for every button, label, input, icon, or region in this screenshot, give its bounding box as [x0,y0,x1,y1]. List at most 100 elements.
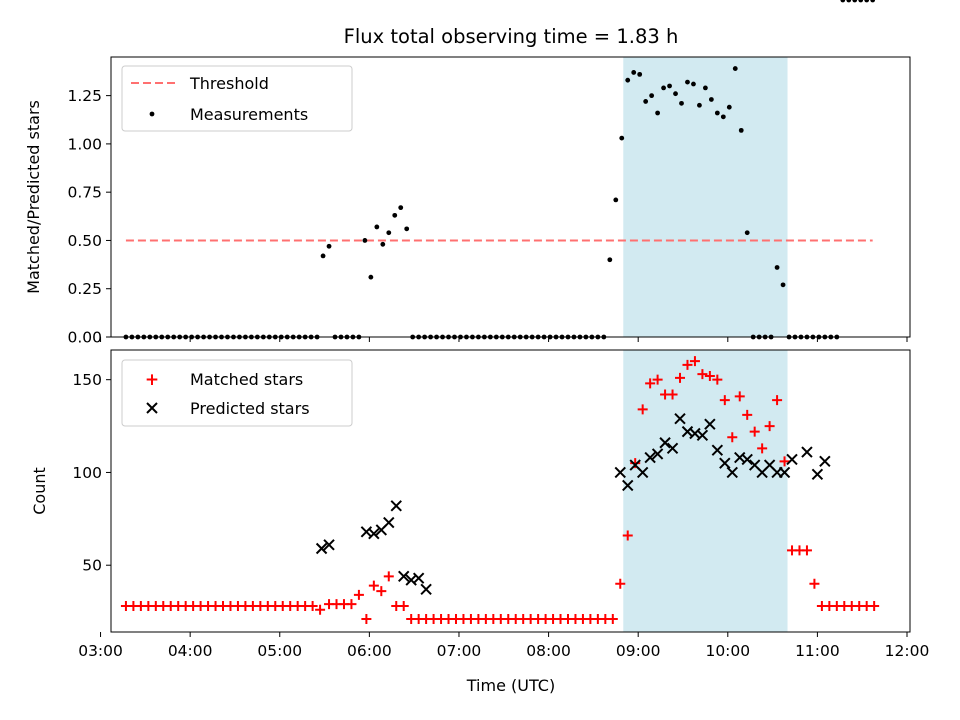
predicted-star-point [420,583,432,596]
legend-measurements-label: Measurements [190,105,308,124]
predicted-star-point [644,451,656,464]
measurement-point [708,97,714,102]
measurement-point [870,0,876,3]
predicted-star-point [674,412,686,425]
predicted-star-point [315,542,328,555]
predicted-star-point [651,448,664,460]
measurement-point [320,253,326,259]
predicted-star-point [801,446,813,458]
measurement-point [774,265,780,270]
measurement-point [685,79,690,85]
predicted-stars-points [315,412,831,596]
legend-threshold-label: Threshold [189,74,269,93]
matched-star-point [712,374,723,385]
bottom-plot-frame [110,349,911,633]
matched-star-point [645,378,656,389]
matched-star-point [749,426,760,437]
measurement-point [374,224,380,230]
x-tick-label: 04:00 [168,642,213,660]
measurement-point [619,135,625,141]
predicted-star-point [711,444,724,456]
measurement-point [607,257,613,263]
matched-star-point [869,601,880,612]
x-tick-label: 09:00 [616,642,661,660]
top-tick-group: 0.00 0.25 0.50 0.75 1.00 1.25 [67,87,908,347]
x-tick-label: 05:00 [257,642,302,660]
matched-star-point [682,359,693,370]
matched-star-point [742,409,753,420]
matched-star-point [779,456,790,467]
matched-star-point [734,391,745,402]
top-legend-box [121,65,353,132]
chart-title: Flux total observing time = 1.83 h [344,25,679,48]
matched-star-point [689,356,700,367]
x-tick-label: 03:00 [78,642,123,660]
matched-star-point [630,458,641,469]
bottom-legend: + Matched stars Predicted stars [121,359,353,427]
measurement-point [643,99,649,104]
bottom-y-tick-label: 50 [82,557,102,575]
measurement-point [625,77,631,83]
matched-star-point [368,580,379,591]
top-plot-frame [110,56,911,338]
bottom-y-tick-label: 150 [72,371,102,389]
predicted-star-point [786,453,798,466]
predicted-star-point [659,437,671,449]
measurement-point [380,241,386,247]
predicted-star-point [636,466,649,479]
measurement-point [858,0,864,3]
predicted-star-point [726,466,738,479]
measurement-point [732,66,738,71]
predicted-star-point [719,457,731,469]
predicted-star-point [666,442,679,455]
top-y-tick-label: 0.50 [67,232,102,250]
matched-star-point [307,601,318,612]
measurement-point [714,110,720,116]
x-tick-label: 07:00 [437,642,482,660]
top-y-tick-label: 1.00 [67,135,102,153]
predicted-star-point [398,570,410,583]
top-y-tick-label: 0.25 [67,280,102,298]
top-y-tick-label: 0.00 [67,329,102,347]
predicted-star-point [368,527,380,540]
matched-star-point [361,614,372,625]
matched-star-point [727,432,738,443]
matched-star-point [704,370,715,381]
matched-star-point [697,369,708,380]
measurement-point [398,205,404,211]
measurement-point [637,71,643,77]
measurement-point [362,238,368,243]
bottom-y-axis-label: Count [30,467,49,515]
x-tick-label: 11:00 [795,642,840,660]
matched-star-point [622,530,633,541]
bottom-panel: 03:00 04:00 05:00 06:00 07:00 08:00 09:00 10:00… [30,349,930,695]
matched-star-point [652,374,663,385]
predicted-star-point [819,455,831,468]
predicted-star-point [390,500,402,512]
matched-star-point [757,443,768,454]
legend-predicted-swatch [146,402,158,414]
top-y-axis-label: Matched/Predicted stars [24,100,43,294]
matched-star-point [315,604,326,615]
measurement-point [368,274,374,280]
matched-star-point [764,421,775,432]
legend-matched-label: Matched stars [190,370,303,389]
measurement-point [840,0,846,3]
predicted-star-point [383,516,395,529]
x-tick-label: 12:00 [885,642,930,660]
matched-star-point [801,545,812,556]
x-tick-label: 06:00 [347,642,392,660]
x-tick-label: 08:00 [526,642,571,660]
matched-star-point [675,372,686,383]
predicted-star-point [323,539,335,551]
measurement-point [655,110,661,116]
predicted-star-point [778,466,791,479]
measurement-point [780,282,786,288]
measurement-point [392,212,398,218]
measurement-point [702,85,708,91]
matched-star-point [772,395,783,406]
matched-star-point [637,404,648,415]
bottom-highlight-band [623,350,788,632]
predicted-star-point [741,453,753,466]
